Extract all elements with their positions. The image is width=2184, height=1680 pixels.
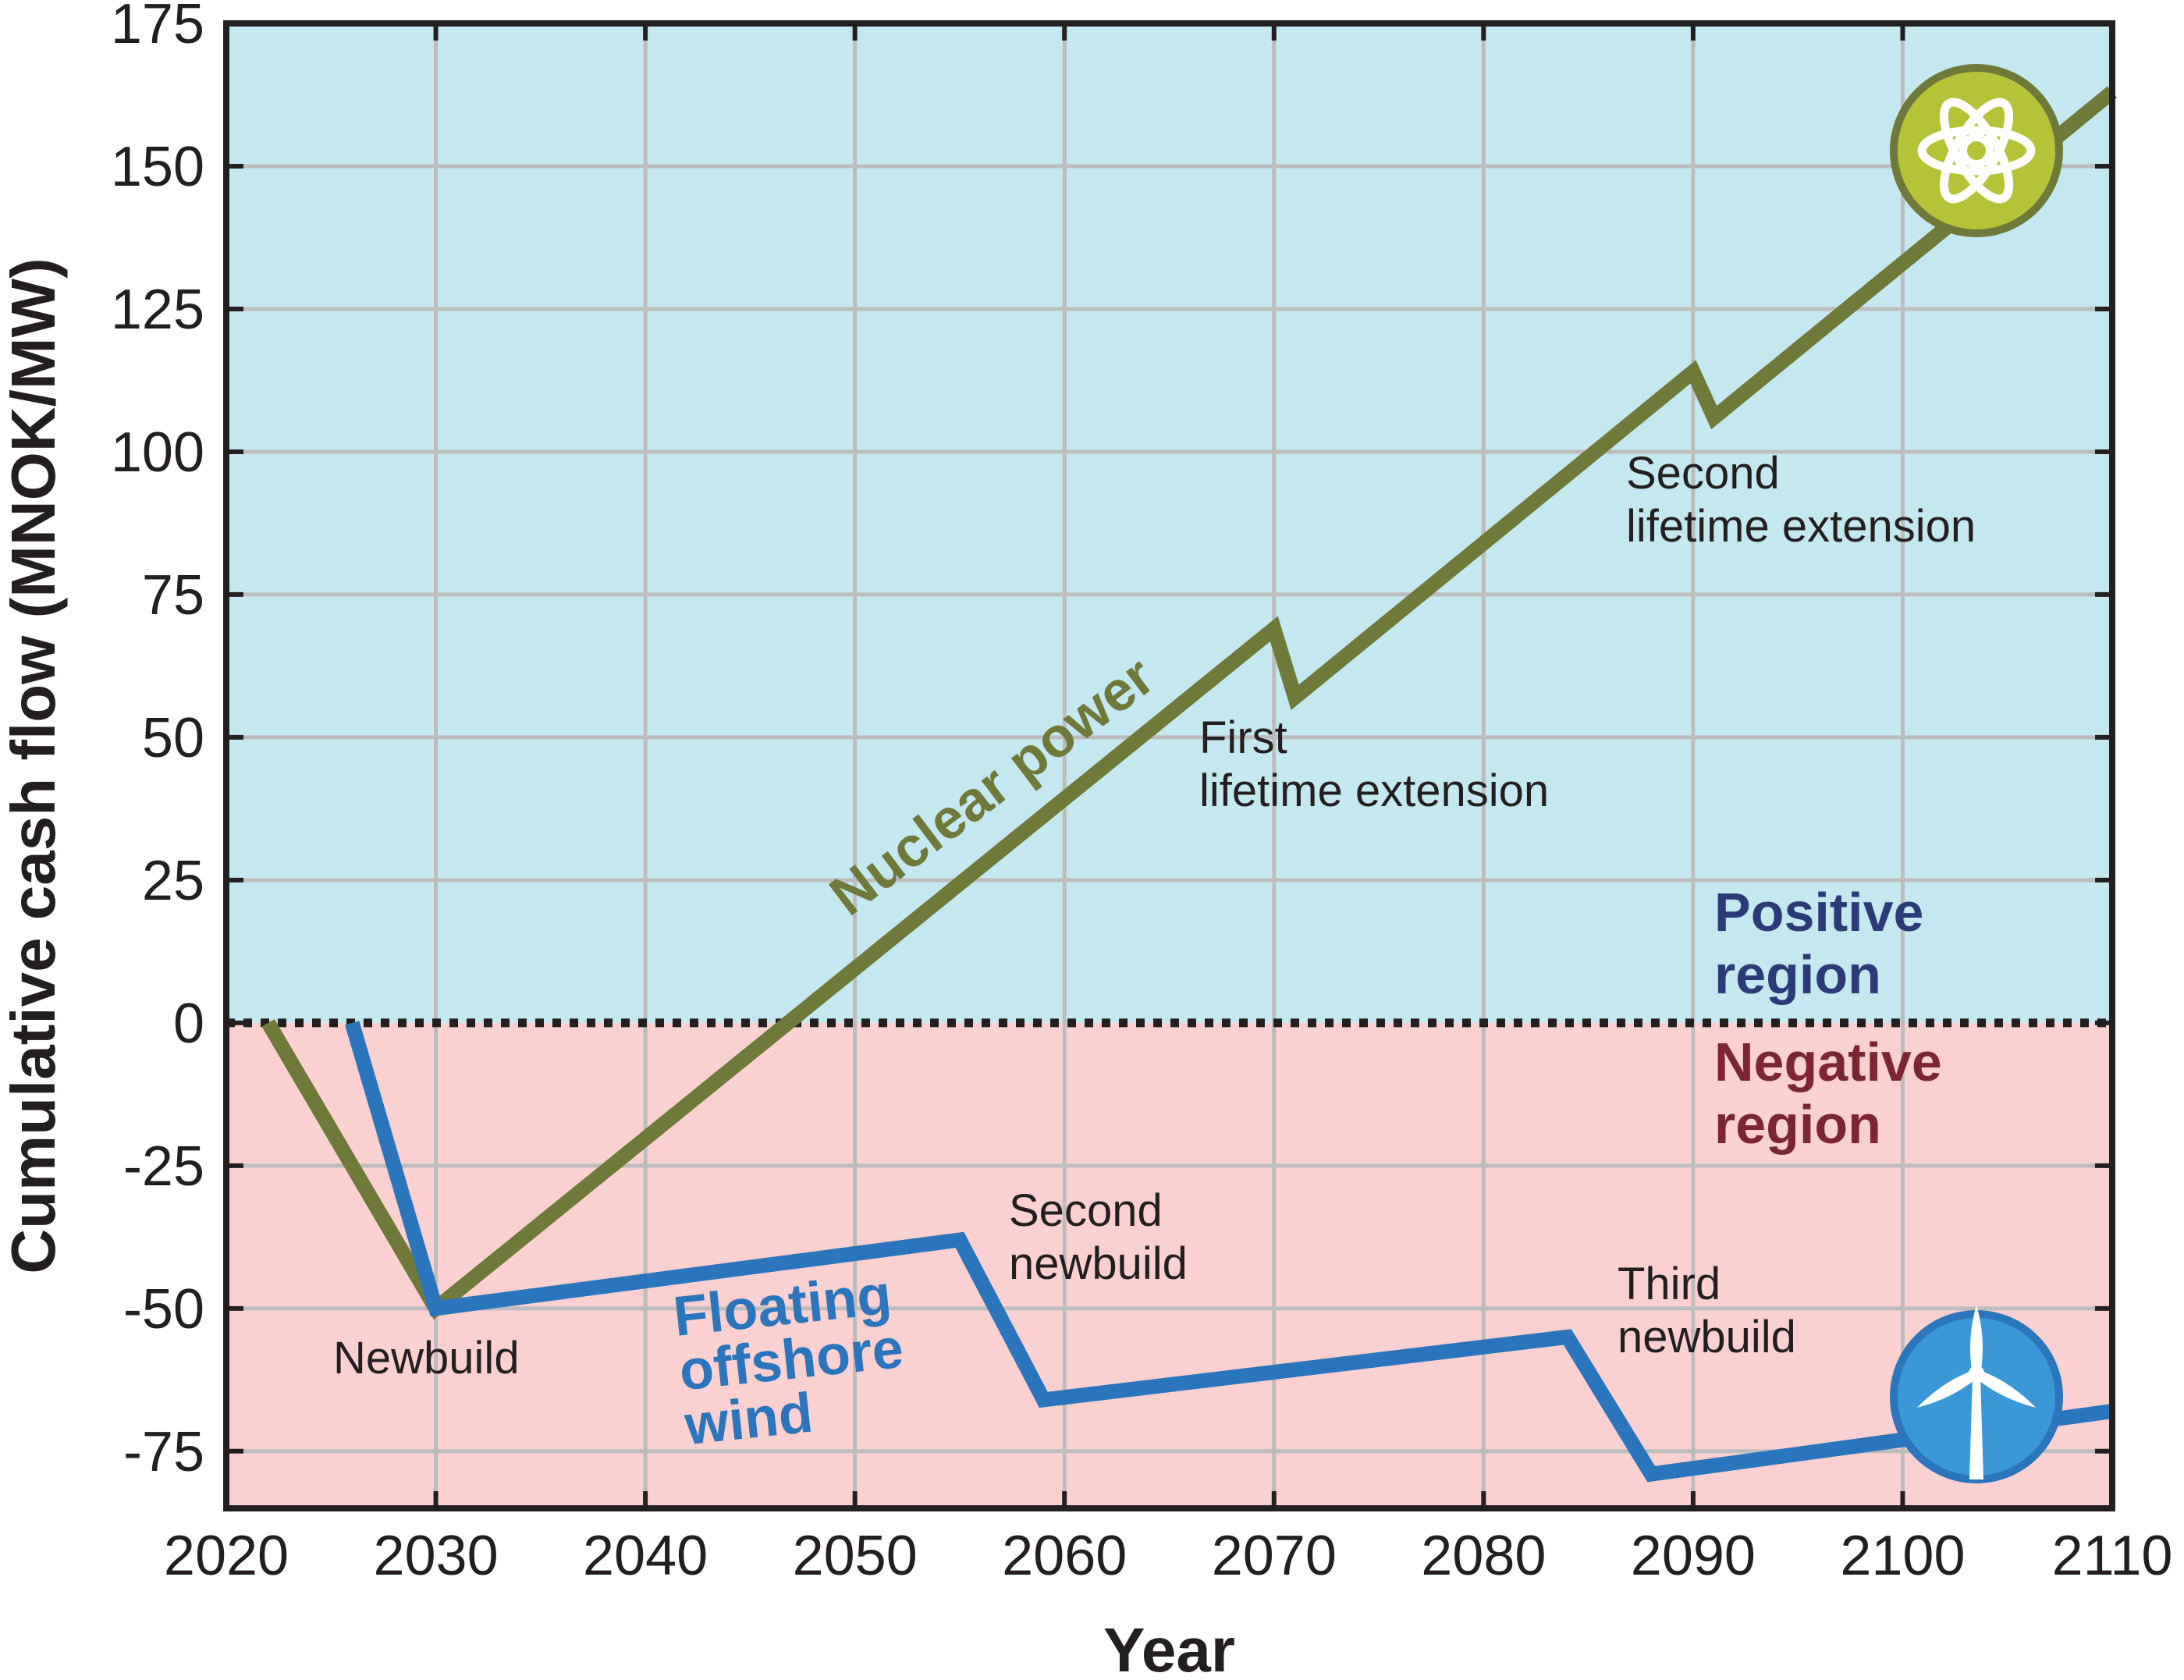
x-tick-label: 2080 bbox=[1421, 1525, 1546, 1587]
y-tick-label: 175 bbox=[111, 0, 204, 55]
y-tick-label: 125 bbox=[111, 279, 204, 341]
y-axis-title: Cumulative cash flow (MNOK/MW) bbox=[0, 258, 68, 1273]
second-newbuild-annotation: Second newbuild bbox=[1009, 1185, 1188, 1289]
negative-region-label: Negative region bbox=[1714, 1032, 1942, 1155]
series-layer bbox=[261, 86, 2118, 1483]
x-tick-label: 2020 bbox=[164, 1525, 289, 1587]
grid-lines bbox=[224, 21, 2115, 1508]
x-tick-label: 2090 bbox=[1631, 1525, 1756, 1587]
wind-turbine-icon bbox=[1890, 1305, 2063, 1483]
turbine-blade bbox=[1916, 1371, 1976, 1408]
tick-marks bbox=[224, 21, 2115, 1508]
turbine-hub bbox=[1969, 1366, 1984, 1381]
x-tick-label: 2060 bbox=[1002, 1525, 1127, 1587]
turbine-blade bbox=[1977, 1371, 2037, 1408]
atom-icon-disc bbox=[1890, 64, 2063, 237]
negative-region-background bbox=[226, 1022, 2112, 1508]
x-tick-label: 2100 bbox=[1840, 1525, 1965, 1587]
y-tick-label: 25 bbox=[142, 850, 204, 912]
y-tick-label: 100 bbox=[111, 421, 204, 484]
y-tick-label: 150 bbox=[111, 136, 204, 198]
turbine-tower bbox=[1969, 1376, 1983, 1479]
atom-orbit bbox=[1917, 126, 2036, 176]
second-lifetime-extension-annotation: Second lifetime extension bbox=[1626, 448, 1976, 552]
plot-frame bbox=[223, 20, 2115, 1511]
x-tick-label: 2070 bbox=[1212, 1525, 1337, 1587]
y-tick-label: -25 bbox=[123, 1135, 204, 1198]
first-lifetime-extension-annotation: First lifetime extension bbox=[1199, 712, 1549, 816]
y-tick-label: -75 bbox=[123, 1421, 204, 1483]
x-axis-title: Year bbox=[1103, 1615, 1235, 1680]
third-newbuild-annotation: Third newbuild bbox=[1618, 1259, 1796, 1362]
positive-region-label: Positive region bbox=[1714, 882, 1923, 1005]
turbine-blade bbox=[1970, 1305, 1983, 1369]
y-tick-label: 50 bbox=[142, 707, 204, 769]
atom-nucleus bbox=[1959, 133, 1994, 168]
y-tick-label: 0 bbox=[173, 993, 204, 1055]
y-tick-label: 75 bbox=[142, 564, 204, 627]
y-tick-label: -50 bbox=[123, 1278, 204, 1341]
x-tick-label: 2050 bbox=[793, 1525, 918, 1587]
x-tick-label: 2040 bbox=[583, 1525, 708, 1587]
chart-icons bbox=[1890, 64, 2063, 1483]
atom-orbit bbox=[1939, 98, 2014, 204]
x-tick-label: 2110 bbox=[2052, 1525, 2173, 1587]
newbuild-annotation: Newbuild bbox=[333, 1333, 520, 1383]
positive-region-background bbox=[226, 23, 2112, 1023]
x-tick-label: 2030 bbox=[373, 1525, 498, 1587]
offshore-wind-line bbox=[345, 1021, 2114, 1483]
tick-labels: 2020 2030 2040 2050 2060 2070 2080 2090 2100 2110… bbox=[111, 0, 2173, 1587]
atom-orbit bbox=[1939, 98, 2014, 204]
atom-icon bbox=[1890, 64, 2063, 237]
